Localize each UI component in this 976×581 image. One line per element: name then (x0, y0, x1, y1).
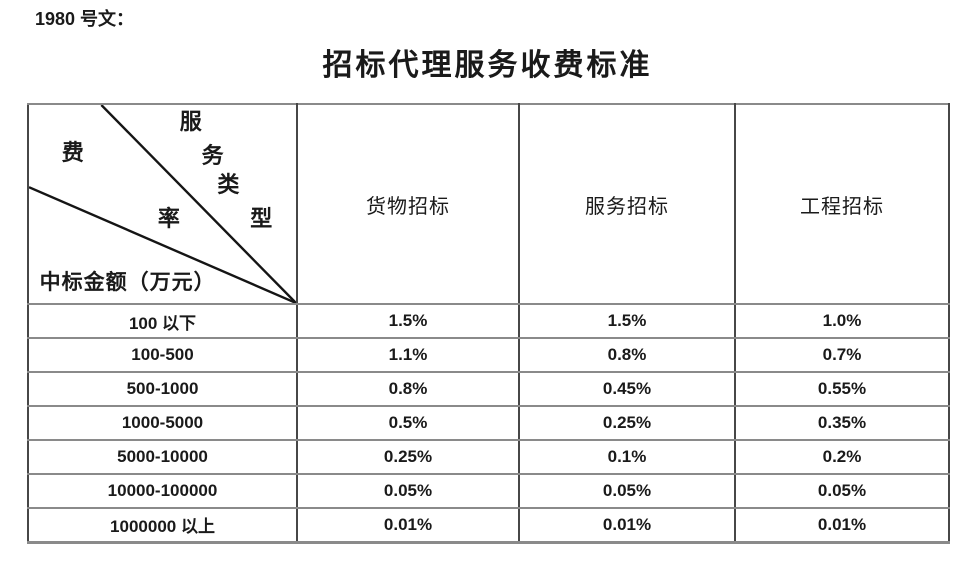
rate-cell: 0.25% (518, 405, 736, 441)
table-row: 1000-5000 0.5% 0.25% 0.35% (27, 405, 950, 441)
corner-label-service-char: 类 (217, 172, 240, 198)
corner-label-service-char: 务 (201, 143, 224, 169)
rate-cell: 1.0% (734, 303, 950, 339)
diagonal-lines (29, 105, 296, 303)
corner-label-service-char: 服 (179, 109, 202, 135)
rate-cell: 0.01% (296, 507, 520, 543)
column-header-goods: 货物招标 (296, 103, 520, 305)
table-row: 500-1000 0.8% 0.45% 0.55% (27, 371, 950, 407)
table-row: 100 以下 1.5% 1.5% 1.0% (27, 303, 950, 339)
rate-cell: 0.05% (296, 473, 520, 509)
corner-label-fee-char: 率 (157, 206, 180, 232)
rate-cell: 0.8% (296, 371, 520, 407)
amount-range-cell: 5000-10000 (27, 439, 298, 475)
table-row: 10000-100000 0.05% 0.05% 0.05% (27, 473, 950, 509)
amount-range-cell: 1000-5000 (27, 405, 298, 441)
amount-range-cell: 100 以下 (27, 303, 298, 339)
rate-cell: 1.1% (296, 337, 520, 373)
table-row: 5000-10000 0.25% 0.1% 0.2% (27, 439, 950, 475)
doc-ref: 1980 号文： (35, 9, 135, 29)
amount-range-cell: 10000-100000 (27, 473, 298, 509)
diagonal-corner-inner: 服 务 类 型 费 率 中标金额（万元） (29, 105, 296, 303)
amount-range-cell: 1000000 以上 (27, 507, 298, 543)
amount-range-cell: 100-500 (27, 337, 298, 373)
corner-label-service-char: 型 (250, 206, 273, 232)
fee-standard-table: 服 务 类 型 费 率 中标金额（万元） 货物招标 服务招标 工程招标 100 … (27, 103, 950, 544)
rate-cell: 0.01% (518, 507, 736, 543)
fee-table-body: 100 以下 1.5% 1.5% 1.0% 100-500 1.1% 0.8% 0.7% 500… (27, 303, 950, 543)
diagonal-corner-cell: 服 务 类 型 费 率 中标金额（万元） (27, 103, 298, 305)
rate-cell: 0.05% (734, 473, 950, 509)
amount-range-cell: 500-1000 (27, 371, 298, 407)
rate-cell: 0.1% (518, 439, 736, 475)
column-header-engineering: 工程招标 (734, 103, 950, 305)
rate-cell: 0.8% (518, 337, 736, 373)
corner-label-fee-char: 费 (61, 140, 84, 166)
rate-cell: 1.5% (518, 303, 736, 339)
rate-cell: 0.35% (734, 405, 950, 441)
rate-cell: 0.2% (734, 439, 950, 475)
row-axis-label: 中标金额（万元） (39, 270, 216, 294)
rate-cell: 0.7% (734, 337, 950, 373)
page-title: 招标代理服务收费标准 (322, 49, 653, 82)
table-row: 1000000 以上 0.01% 0.01% 0.01% (27, 507, 950, 543)
rate-cell: 0.45% (518, 371, 736, 407)
column-header-service: 服务招标 (518, 103, 736, 305)
rate-cell: 0.01% (734, 507, 950, 543)
table-row: 100-500 1.1% 0.8% 0.7% (27, 337, 950, 373)
rate-cell: 1.5% (296, 303, 520, 339)
rate-cell: 0.5% (296, 405, 520, 441)
header-row: 服 务 类 型 费 率 中标金额（万元） 货物招标 服务招标 工程招标 (27, 103, 950, 305)
rate-cell: 0.55% (734, 371, 950, 407)
rate-cell: 0.25% (296, 439, 520, 475)
rate-cell: 0.05% (518, 473, 736, 509)
